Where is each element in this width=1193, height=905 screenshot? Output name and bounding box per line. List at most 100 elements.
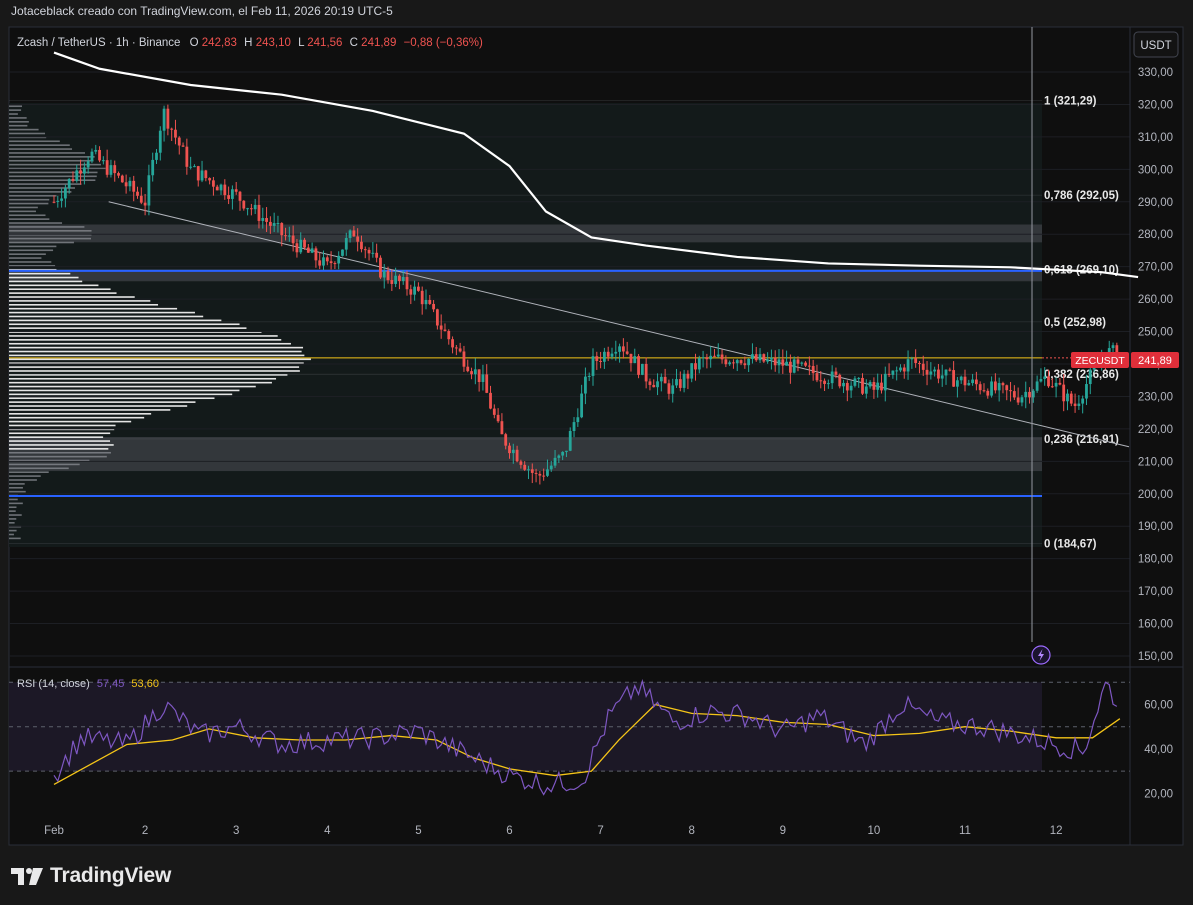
candle-body — [1066, 393, 1069, 402]
candle-body — [618, 346, 621, 352]
candle-body — [762, 354, 766, 362]
volume-profile-bar — [9, 514, 22, 516]
candle-body — [1020, 397, 1024, 403]
candle-body — [819, 380, 823, 382]
brand-name: TradingView — [50, 864, 172, 887]
price-tick-label: 200,00 — [1138, 489, 1173, 501]
volume-profile-bar — [9, 362, 304, 364]
candle-body — [1073, 403, 1077, 406]
candle-body — [504, 434, 508, 446]
close-value: 241,89 — [361, 37, 396, 49]
currency-button-bg[interactable] — [1133, 31, 1179, 58]
candle-body — [375, 252, 379, 258]
price-tick-label: 330,00 — [1138, 67, 1173, 79]
candle-body — [788, 361, 792, 373]
candle-body — [751, 354, 754, 359]
candle-body — [295, 243, 299, 253]
candle-body — [128, 180, 132, 187]
volume-profile-bar — [9, 479, 37, 481]
volume-profile-bar — [9, 152, 86, 154]
candle-body — [223, 184, 227, 196]
volume-profile-bar — [9, 191, 72, 193]
candle-body — [405, 277, 409, 290]
volume-profile-bar — [9, 117, 27, 119]
candle-body — [546, 469, 549, 476]
candle-body — [1077, 403, 1081, 406]
candle-body — [151, 159, 155, 176]
candle-body — [132, 180, 136, 192]
candle-body — [249, 208, 253, 210]
volume-profile-bar — [9, 354, 305, 357]
time-tick-label: 8 — [688, 825, 694, 837]
fibonacci-label: 0,236 (216,91) — [1044, 434, 1119, 446]
support-resistance-zone — [9, 224, 1042, 243]
volume-profile-bar — [9, 350, 302, 353]
candle-body — [1005, 385, 1009, 391]
candle-body — [591, 356, 595, 376]
candle-body — [310, 248, 314, 253]
candle-body — [572, 422, 576, 432]
volume-profile-bar — [9, 159, 94, 162]
volume-profile-bar — [9, 194, 57, 197]
candle-body — [830, 371, 834, 384]
candle-body — [212, 180, 215, 187]
volume-profile-bar — [9, 300, 151, 302]
volume-profile-bar — [9, 198, 50, 201]
trendline[interactable] — [108, 201, 1130, 448]
fibonacci-label: 1 (321,29) — [1044, 95, 1097, 107]
candle-body — [238, 191, 242, 201]
candle-body — [174, 129, 177, 138]
volume-profile-bar — [9, 311, 195, 314]
lightning-icon[interactable] — [1031, 645, 1051, 665]
close-label: C — [350, 37, 358, 49]
candle-body — [857, 377, 861, 379]
volume-profile-bar — [9, 175, 97, 178]
candle-body — [303, 239, 306, 248]
volume-profile-bar — [9, 475, 41, 477]
price-tick-label: 150,00 — [1138, 651, 1173, 663]
volume-profile-bar — [9, 448, 109, 450]
candle-body — [56, 200, 60, 202]
candle-body — [90, 151, 94, 162]
volume-profile-bar — [9, 288, 111, 291]
symbol-legend[interactable]: Zcash / TetherUS · 1h · Binance O 242,83… — [17, 37, 483, 49]
volume-profile-bar — [9, 486, 23, 489]
volume-profile-bar — [9, 424, 116, 427]
candle-body — [1009, 390, 1012, 392]
volume-profile-bar — [9, 276, 79, 279]
candle-body — [458, 348, 462, 352]
candle-body — [390, 280, 394, 284]
candle-body — [344, 237, 348, 250]
candle-body — [1054, 382, 1058, 387]
candle-body — [189, 166, 193, 168]
volume-profile-bar — [9, 385, 256, 388]
candle-body — [261, 218, 265, 221]
candle-body — [599, 360, 602, 362]
candle-body — [967, 383, 971, 386]
candle-body — [656, 381, 659, 388]
volume-profile-bar — [9, 144, 70, 146]
candle-body — [773, 357, 777, 366]
rsi-legend[interactable]: RSI (14, close) 57,45 53,60 — [17, 678, 159, 690]
high-label: H — [244, 37, 252, 49]
volume-profile-bar — [9, 156, 95, 158]
volume-profile-bar — [9, 467, 69, 470]
candle-body — [880, 382, 883, 391]
candle-body — [990, 381, 993, 396]
price-tick-label: 320,00 — [1138, 99, 1173, 111]
time-tick-label: Feb — [44, 825, 64, 837]
candle-body — [348, 230, 352, 238]
candle-body — [451, 339, 454, 348]
candle-body — [143, 202, 147, 206]
currency-button[interactable]: USDT — [1140, 40, 1171, 52]
time-tick-label: 10 — [868, 825, 881, 837]
last-price-value: 241,89 — [1138, 355, 1172, 367]
candle-body — [971, 379, 974, 384]
candle-body — [743, 363, 747, 366]
candle-body — [849, 385, 853, 391]
candle-body — [1088, 369, 1092, 385]
candle-body — [200, 170, 204, 181]
candle-body — [181, 145, 185, 147]
volume-profile-bar — [9, 121, 29, 123]
